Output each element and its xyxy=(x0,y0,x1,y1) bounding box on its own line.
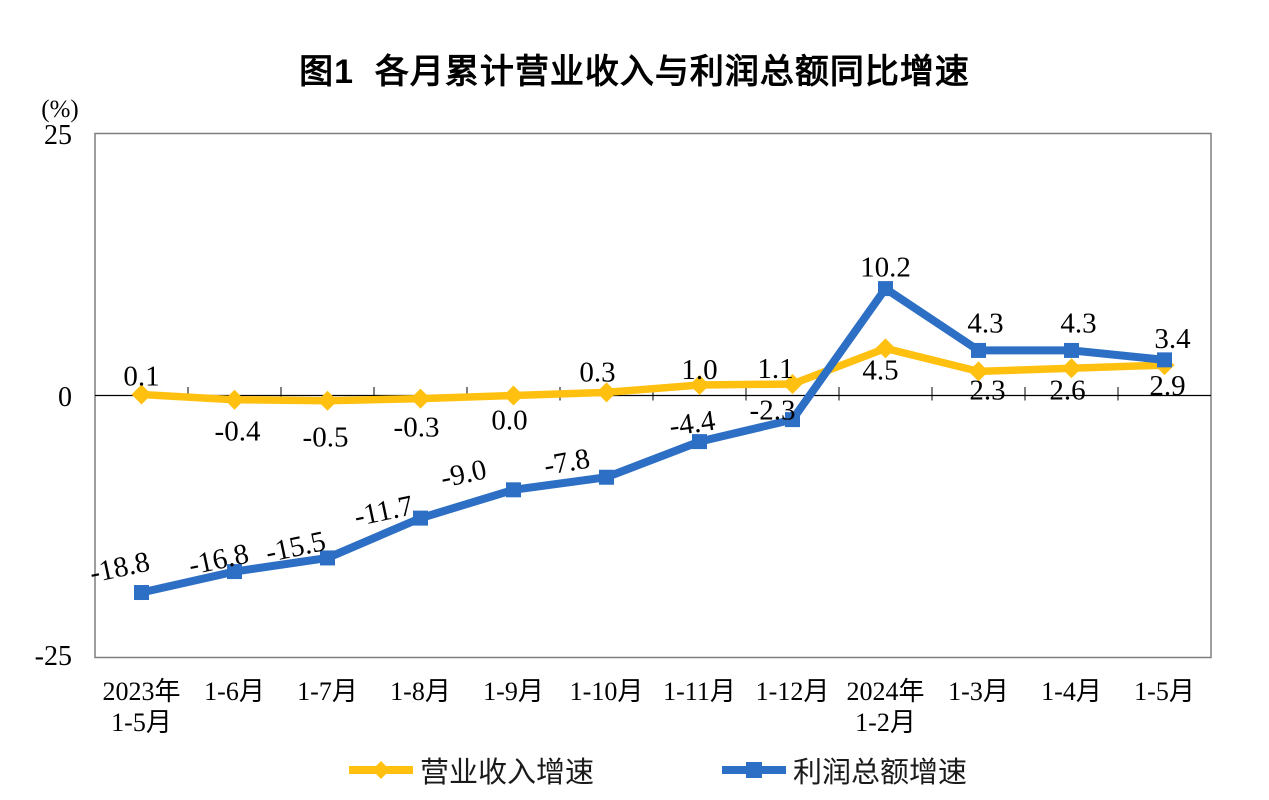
data-label: 2.6 xyxy=(1049,374,1085,406)
x-axis-label: 1-7月 xyxy=(297,677,358,706)
data-point-marker-square xyxy=(599,469,614,485)
data-point-marker-diamond xyxy=(410,388,431,409)
x-axis-label: 1-4月 xyxy=(1041,677,1102,706)
data-point-marker-diamond xyxy=(131,384,152,405)
data-label: -2.3 xyxy=(750,395,796,427)
data-label: 4.5 xyxy=(862,354,898,386)
legend-item-revenue: 营业收入增速 xyxy=(348,750,594,790)
data-label: 0.0 xyxy=(491,405,527,437)
x-axis-label: 1-5月 xyxy=(1134,677,1195,706)
data-point-marker-square xyxy=(971,342,986,358)
x-axis-label: 1-8月 xyxy=(390,677,451,706)
data-point-marker-square xyxy=(320,550,335,566)
x-axis-label: 1-10月 xyxy=(570,677,644,706)
x-axis-label: 2023年 1-5月 xyxy=(102,677,180,737)
data-label: 2.3 xyxy=(969,374,1005,406)
data-label: -0.3 xyxy=(394,412,440,444)
data-point-marker-diamond xyxy=(968,361,989,382)
y-axis-label-0: 0 xyxy=(58,382,72,413)
data-point-marker-diamond xyxy=(1061,358,1082,379)
legend-label-profit: 利润总额增速 xyxy=(793,757,968,789)
data-point-marker-square xyxy=(413,510,428,526)
chart-title: 图1 各月累计营业收入与利润总额同比增速 xyxy=(299,53,970,91)
legend-swatch-revenue xyxy=(349,761,413,779)
data-point-marker-diamond xyxy=(317,390,338,411)
legend-marker-square-icon xyxy=(746,762,762,778)
data-label: 2.9 xyxy=(1149,370,1185,402)
data-point-marker-square xyxy=(1157,352,1172,368)
x-axis-label: 2024年 1-2月 xyxy=(846,677,924,737)
data-point-marker-square xyxy=(227,564,242,580)
y-axis-label-25: 25 xyxy=(44,120,72,151)
data-label: 4.3 xyxy=(967,307,1003,339)
chart-canvas: 2023年 1-5月 1-6月 1-7月 1-8月 1-9月 1-10月 1-11月 1-12月… xyxy=(87,132,1212,737)
chart-legend: 营业收入增速 利润总额增速 xyxy=(0,750,1269,796)
data-label: 10.2 xyxy=(860,252,911,284)
data-point-marker-diamond xyxy=(689,375,710,396)
data-point-marker-square xyxy=(134,585,149,601)
legend-swatch-profit xyxy=(722,762,786,778)
data-label: -18.8 xyxy=(87,546,153,590)
data-point-marker-diamond xyxy=(224,389,245,410)
data-label: 1.0 xyxy=(681,354,717,386)
data-point-marker-diamond xyxy=(875,338,896,359)
data-label: -9.0 xyxy=(438,454,490,495)
data-point-marker-diamond xyxy=(503,385,524,406)
series-line-revenue xyxy=(141,344,1165,405)
data-label: 0.3 xyxy=(579,356,615,388)
x-axis-label: 1-3月 xyxy=(948,677,1009,706)
data-point-marker-square xyxy=(692,434,707,450)
data-label: 3.4 xyxy=(1154,323,1191,355)
legend-marker-diamond-icon xyxy=(372,761,390,779)
data-point-marker-diamond xyxy=(596,382,617,403)
data-label: 4.3 xyxy=(1060,307,1096,339)
x-axis-label: 1-9月 xyxy=(483,677,544,706)
y-axis-unit-label: (%) xyxy=(41,96,79,123)
data-label: 1.1 xyxy=(757,353,793,385)
data-label: -7.8 xyxy=(542,443,593,482)
data-point-marker-square xyxy=(878,281,893,297)
x-axis-label: 1-6月 xyxy=(204,677,265,706)
data-point-marker-square xyxy=(1064,342,1079,358)
data-label: -4.4 xyxy=(667,405,717,443)
data-label: -0.5 xyxy=(303,422,349,454)
legend-label-revenue: 营业收入增速 xyxy=(420,757,595,789)
data-label: 0.1 xyxy=(123,360,159,392)
legend-item-profit: 利润总额增速 xyxy=(721,750,967,790)
x-axis-label: 1-11月 xyxy=(663,677,736,706)
data-point-marker-square xyxy=(506,482,521,498)
y-axis-label-neg25: -25 xyxy=(34,641,72,672)
data-point-marker-square xyxy=(785,412,800,428)
data-point-marker-diamond xyxy=(782,373,803,394)
data-label: -0.4 xyxy=(215,416,261,448)
x-axis-label: 1-12月 xyxy=(756,677,830,706)
series-line-profit xyxy=(140,283,1165,597)
